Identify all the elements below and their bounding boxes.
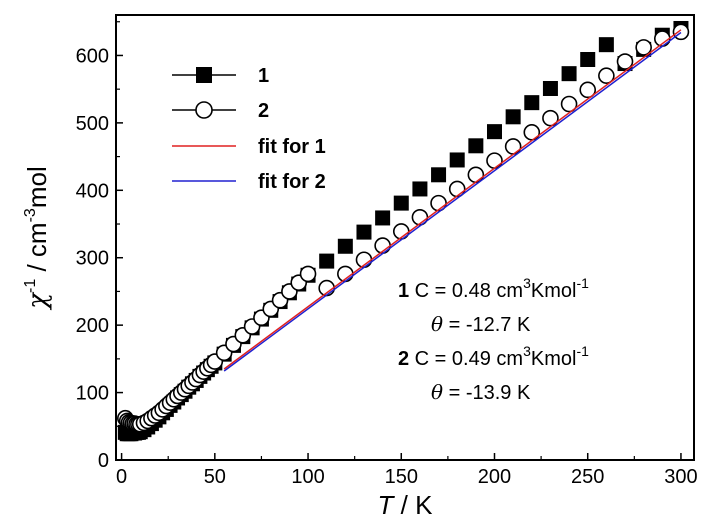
legend-label-1: 1: [258, 65, 269, 87]
x-tick-label: 0: [116, 466, 127, 488]
series-2-point: [598, 67, 615, 84]
plot-frame: [115, 14, 695, 461]
fit-2-line: [223, 31, 682, 372]
annotation-3-mid: Kmol: [531, 348, 577, 370]
series-1-point: [431, 167, 447, 183]
fit-1-line: [223, 29, 682, 370]
annotation-3-sup2: -1: [576, 343, 589, 359]
annotation-2-theta: θ: [431, 312, 443, 336]
annotation-3-compound: 2: [398, 348, 409, 370]
y-tick-label: 200: [76, 315, 109, 337]
series-1-point: [375, 210, 391, 226]
annotation-line-4: θ = -13.9 K: [431, 380, 531, 404]
series-2-point: [579, 81, 597, 99]
annotation-1-text: C = 0.48 cm: [409, 280, 523, 302]
annotation-1-sup1: 3: [523, 275, 531, 291]
series-2-point: [542, 109, 559, 127]
x-tick-label: 100: [291, 466, 324, 488]
annotation-line-1: 1 C = 0.48 cm3Kmol-1: [398, 275, 589, 302]
series-1-point: [561, 66, 577, 82]
legend-label-2: 2: [258, 100, 269, 122]
y-axis-symbol: χ: [23, 291, 53, 311]
x-axis-title: T / K: [378, 490, 434, 520]
series-1-point: [468, 138, 484, 154]
series-1-point: [524, 95, 540, 111]
data-marks-layer: [117, 20, 690, 442]
series-2-point: [299, 265, 317, 283]
annotation-line-3: 2 C = 0.49 cm3Kmol-1: [398, 343, 589, 370]
annotation-2-text: = -12.7 K: [443, 314, 531, 336]
y-tick-label: 300: [76, 248, 109, 270]
series-1-point: [337, 238, 353, 254]
x-tick-label: 150: [385, 466, 418, 488]
y-tick-label: 600: [76, 45, 109, 67]
series-1-point: [542, 80, 558, 96]
annotation-4-text: = -13.9 K: [443, 382, 531, 404]
series-2-point: [635, 39, 652, 56]
y-tick-label: 0: [98, 450, 109, 472]
y-axis-mid: / cm: [22, 222, 52, 278]
y-axis-sup2: -3: [22, 208, 39, 222]
series-1-point: [412, 181, 428, 197]
series-1-point: [393, 195, 409, 211]
x-tick-label: 50: [204, 466, 226, 488]
y-axis-end: mol: [22, 166, 52, 208]
series-1-point: [598, 37, 614, 53]
series-1-point: [486, 124, 502, 140]
series-1-point: [505, 109, 521, 125]
annotation-1-compound: 1: [398, 280, 409, 302]
x-axis-symbol: T: [378, 490, 396, 520]
legend-square-marker: [196, 67, 212, 83]
legend-label-4: fit for 2: [258, 171, 326, 193]
series-1-point: [319, 253, 335, 269]
legend-label-3: fit for 1: [258, 136, 326, 158]
y-tick-label: 100: [76, 383, 109, 405]
annotation-4-theta: θ: [431, 380, 443, 404]
x-tick-label: 250: [571, 466, 604, 488]
y-axis-title: χ-1 / cm-3mol: [22, 166, 53, 310]
legend: 1 2 fit for 1 fit for 2: [172, 65, 326, 193]
fit-parameters-annotation: 1 C = 0.48 cm3Kmol-1 θ = -12.7 K 2 C = 0…: [398, 275, 589, 404]
y-tick-label: 500: [76, 113, 109, 135]
legend-circle-marker: [195, 101, 213, 119]
axis-ticks-layer: 0 50 100 150 200 250 300 0 100 200 300 400 500 600: [76, 21, 698, 488]
series-2-point: [560, 95, 578, 113]
annotation-line-2: θ = -12.7 K: [431, 312, 531, 336]
series-2-point: [616, 53, 634, 70]
x-axis-unit: / K: [393, 490, 433, 520]
annotation-3-sup1: 3: [523, 343, 531, 359]
series-2-point: [504, 138, 522, 155]
annotation-1-sup2: -1: [576, 275, 589, 291]
x-tick-label: 200: [478, 466, 511, 488]
x-tick-label: 300: [664, 466, 697, 488]
annotation-3-text: C = 0.49 cm: [409, 348, 523, 370]
series-1-point: [580, 52, 596, 67]
annotation-1-mid: Kmol: [531, 280, 577, 302]
series-1-point: [356, 224, 372, 240]
y-axis-sup1: -1: [22, 279, 39, 293]
y-tick-label: 400: [76, 180, 109, 202]
series-1-point: [449, 152, 465, 168]
